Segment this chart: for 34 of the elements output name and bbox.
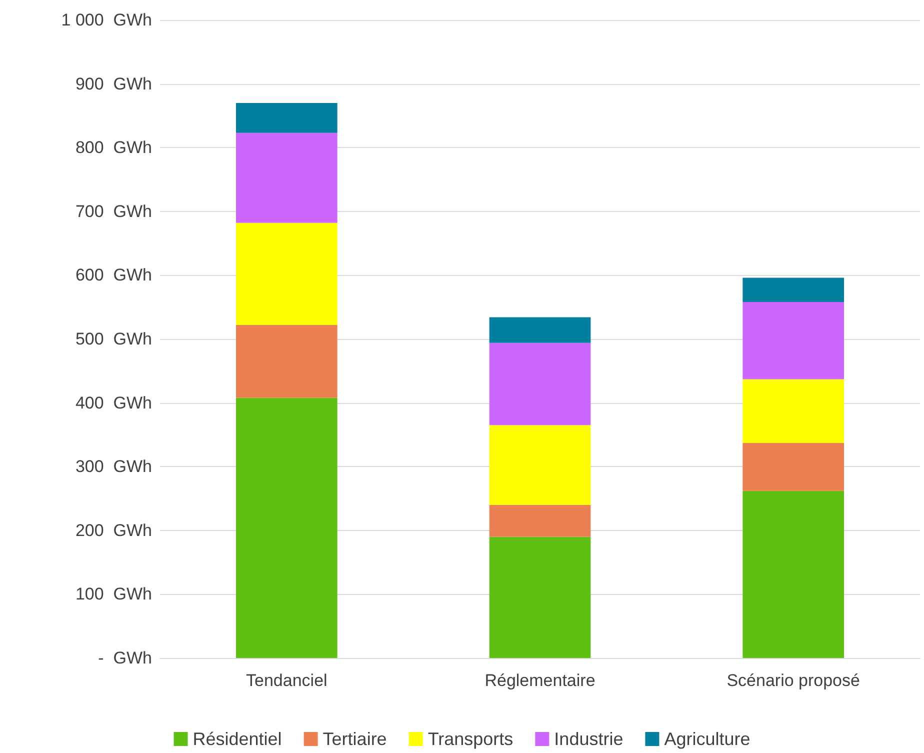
y-tick-label: 100 GWh <box>75 584 152 604</box>
y-tick-label: 900 GWh <box>75 74 152 94</box>
x-tick-label: Tendanciel <box>246 671 328 690</box>
bar <box>236 324 338 398</box>
legend-label: Résidentiel <box>192 729 282 749</box>
y-tick-label: 200 GWh <box>75 520 152 540</box>
y-tick-label: 600 GWh <box>75 266 152 285</box>
y-tick-label: - GWh <box>98 648 152 668</box>
y-tick-label: 700 GWh <box>75 202 152 221</box>
y-tick-label: 800 GWh <box>75 138 152 158</box>
bar <box>489 342 591 426</box>
y-tick-label: 500 GWh <box>75 330 152 348</box>
legend-label: Transports <box>428 729 514 749</box>
bar <box>742 442 844 491</box>
bar <box>489 504 591 537</box>
bar <box>742 302 844 380</box>
bar <box>742 379 844 443</box>
bar <box>236 398 338 658</box>
y-tick-label: 300 GWh <box>75 457 152 476</box>
x-tick-label: Réglementaire <box>484 671 596 690</box>
bar <box>489 536 591 658</box>
y-tick-label: 400 GWh <box>75 393 152 412</box>
bar <box>236 132 338 223</box>
bar <box>236 222 338 325</box>
legend-label: Agriculture <box>664 729 750 749</box>
bar <box>489 425 591 505</box>
bar <box>236 102 338 133</box>
x-tick-label: Scénario proposé <box>726 671 860 690</box>
bar <box>742 490 844 658</box>
bar <box>489 317 591 343</box>
y-tick-label: 1 000 GWh <box>61 10 152 30</box>
legend-label: Tertiaire <box>322 729 387 749</box>
legend-label: Industrie <box>554 729 624 749</box>
bar <box>742 278 844 302</box>
